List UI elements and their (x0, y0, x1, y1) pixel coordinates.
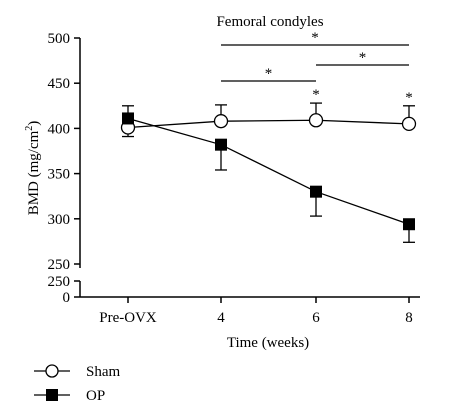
x-tick-label-4: 4 (217, 310, 225, 326)
bracket-label-4-8: * (311, 30, 319, 46)
y-tick-label-350: 350 (48, 167, 71, 183)
point-sham-2 (308, 113, 324, 128)
series-group: * * (120, 87, 417, 243)
series-line-op (127, 117, 410, 225)
legend-marker-op (46, 389, 58, 401)
legend-marker-sham (45, 364, 59, 378)
y-tick-label-250: 250 (48, 257, 71, 273)
series-sham (120, 102, 417, 138)
bracket-label-4-6: * (265, 66, 273, 82)
annotation-6: * (312, 87, 320, 103)
y-axis-label-end: ) (26, 121, 42, 126)
x-tick-label-6: 6 (312, 310, 320, 326)
legend-label-op: OP (86, 388, 105, 404)
point-sham-3 (401, 116, 417, 132)
point-op-3 (403, 218, 415, 231)
y-tick-label-400: 400 (48, 121, 71, 137)
legend-label-sham: Sham (86, 364, 121, 380)
y-tick-label-500: 500 (48, 31, 71, 47)
y-tick-label-lower-0: 0 (63, 290, 71, 306)
y-tick-label-450: 450 (48, 76, 71, 92)
bracket-label-6-8: * (359, 50, 367, 66)
chart-title: Femoral condyles (216, 14, 323, 30)
y-tick-label-300: 300 (48, 212, 71, 228)
point-sham-1 (213, 114, 229, 129)
series-op (122, 105, 415, 243)
x-axis-label: Time (weeks) (227, 335, 309, 351)
significance-brackets: * * * (221, 30, 409, 82)
legend: Sham OP (34, 364, 121, 404)
axes (79, 38, 420, 298)
x-tick-label-8: 8 (405, 310, 413, 326)
y-axis-label-sup: 2 (24, 126, 35, 131)
annotation-8: * (405, 90, 413, 106)
point-op-0 (122, 112, 134, 125)
point-op-2 (310, 185, 322, 198)
x-ticks: Pre-OVX 4 6 8 (99, 297, 413, 326)
y-tick-label-lower-250: 250 (48, 274, 71, 290)
point-op-1 (215, 138, 227, 151)
y-axis-label: BMD (mg/cm2) (24, 121, 42, 216)
series-line-sham (127, 119, 410, 129)
legend-item-sham: Sham (34, 364, 121, 380)
y-axis-label-main: BMD (mg/cm (26, 130, 42, 215)
legend-item-op: OP (34, 388, 105, 404)
x-tick-label-Pre-OVX: Pre-OVX (99, 310, 157, 326)
